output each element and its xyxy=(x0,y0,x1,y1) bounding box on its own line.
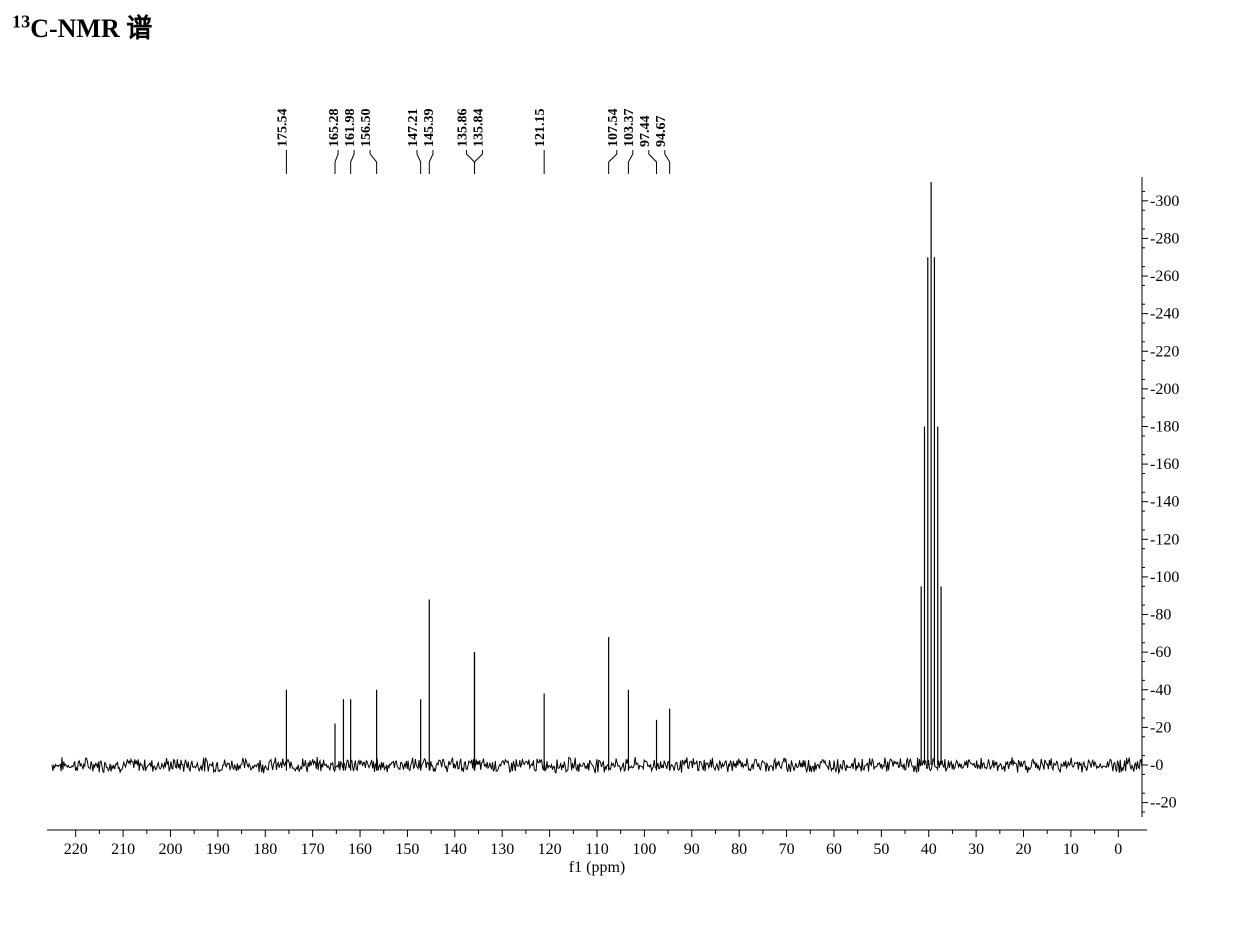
y-tick-label: -240 xyxy=(1150,306,1179,323)
peak-label: 135.84 xyxy=(471,109,486,148)
peak-label: 175.54 xyxy=(275,108,290,147)
x-tick-label: 200 xyxy=(158,841,182,858)
y-tick-label: -140 xyxy=(1150,494,1179,511)
y-tick-label: -60 xyxy=(1150,644,1171,661)
x-tick-label: 0 xyxy=(1114,841,1122,858)
x-tick-label: 150 xyxy=(395,841,419,858)
peak-label: 121.15 xyxy=(533,109,548,148)
x-tick-label: 50 xyxy=(873,841,889,858)
x-tick-label: 30 xyxy=(968,841,984,858)
x-tick-label: 170 xyxy=(301,841,325,858)
x-tick-label: 180 xyxy=(253,841,277,858)
x-tick-label: 120 xyxy=(538,841,562,858)
y-tick-label: -20 xyxy=(1150,719,1171,736)
peak-label: 135.86 xyxy=(455,109,470,148)
x-tick-label: 40 xyxy=(921,841,937,858)
x-tick-label: 10 xyxy=(1063,841,1079,858)
y-tick-label: -100 xyxy=(1150,569,1179,586)
x-tick-label: 140 xyxy=(443,841,467,858)
x-tick-label: 160 xyxy=(348,841,372,858)
y-tick-label: -160 xyxy=(1150,456,1179,473)
y-tick-label: -300 xyxy=(1150,193,1179,210)
x-tick-label: 70 xyxy=(779,841,795,858)
peak-label: 97.44 xyxy=(638,116,653,148)
x-axis-title: f1 (ppm) xyxy=(569,859,625,876)
y-tick-label: -80 xyxy=(1150,607,1171,624)
y-tick-label: -180 xyxy=(1150,418,1179,435)
x-tick-label: 20 xyxy=(1016,841,1032,858)
x-tick-label: 130 xyxy=(490,841,514,858)
x-tick-label: 90 xyxy=(684,841,700,858)
x-tick-label: 60 xyxy=(826,841,842,858)
peak-label: 161.98 xyxy=(343,109,358,148)
y-tick-label: --20 xyxy=(1150,795,1177,812)
peak-label-branch xyxy=(429,150,433,174)
peak-label-branch xyxy=(609,150,617,174)
peak-label: 147.21 xyxy=(406,109,421,148)
y-tick-label: -200 xyxy=(1150,381,1179,398)
peak-label-branch xyxy=(466,150,474,174)
peak-label-branch xyxy=(628,150,632,174)
x-tick-label: 80 xyxy=(731,841,747,858)
peak-label: 94.67 xyxy=(654,116,669,148)
peak-label-branch xyxy=(417,150,421,174)
y-tick-label: -220 xyxy=(1150,343,1179,360)
nmr-spectrum-plot: --20 -0 -20 -40 -60 -80 -100 -120 -140 -160 -180 -2… xyxy=(42,82,1202,882)
peak-label: 145.39 xyxy=(422,109,437,148)
y-tick-label: -280 xyxy=(1150,230,1179,247)
peak-label: 165.28 xyxy=(327,109,342,148)
y-tick-label: -0 xyxy=(1150,757,1163,774)
peak-label-branch xyxy=(665,150,670,174)
peak-label-branch xyxy=(351,150,354,174)
chart-title: 13C-NMR 谱 xyxy=(12,8,152,45)
peak-label-branch xyxy=(475,150,483,174)
x-tick-label: 100 xyxy=(632,841,656,858)
peak-label: 107.54 xyxy=(606,109,621,148)
x-tick-label: 110 xyxy=(585,841,608,858)
y-tick-label: -120 xyxy=(1150,531,1179,548)
peak-label-branch xyxy=(370,150,377,174)
peak-label-branch xyxy=(335,150,338,174)
noise-baseline xyxy=(52,757,1142,773)
x-tick-label: 210 xyxy=(111,841,135,858)
peak-label-branch xyxy=(649,150,657,174)
x-tick-label: 220 xyxy=(64,841,88,858)
x-tick-label: 190 xyxy=(206,841,230,858)
peak-label: 103.37 xyxy=(622,109,637,148)
y-tick-label: -260 xyxy=(1150,268,1179,285)
peak-label: 156.50 xyxy=(359,109,374,148)
y-tick-label: -40 xyxy=(1150,682,1171,699)
